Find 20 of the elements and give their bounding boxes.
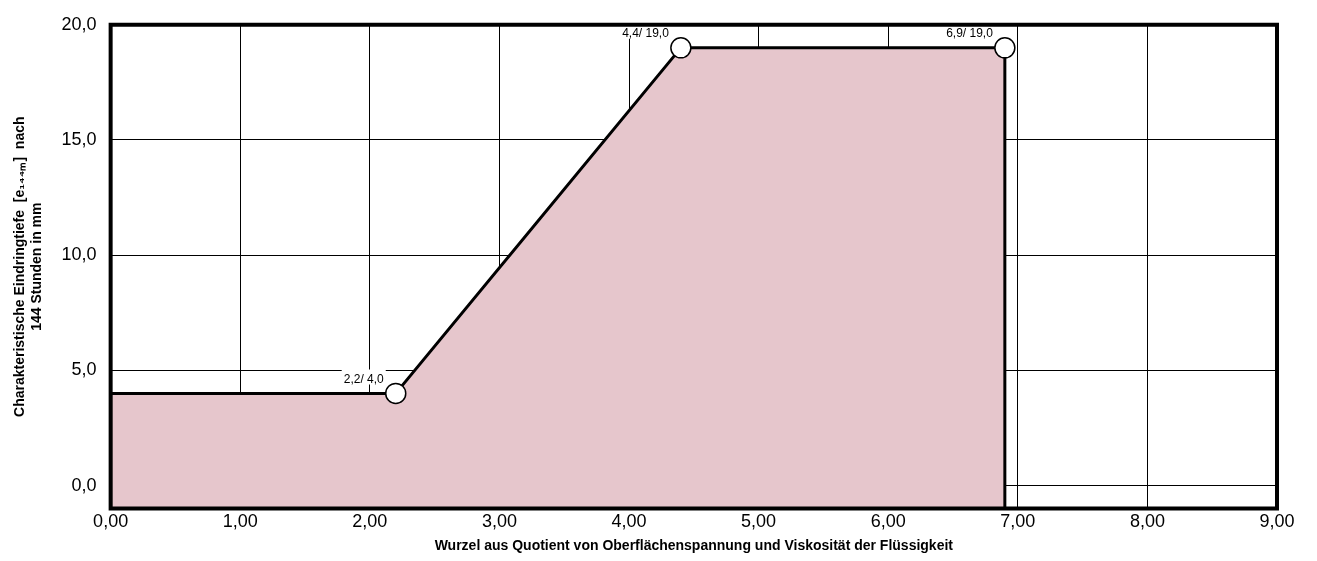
x-axis-title: Wurzel aus Quotient von Oberflächenspannung und Viskosität der Flüssigkeit xyxy=(434,537,954,554)
data-label: 4,4/ 19,0 xyxy=(622,26,670,41)
data-label: 2,2/ 4,0 xyxy=(343,371,385,386)
y-tick-label: 5,0 xyxy=(71,359,97,380)
x-tick-label: 8,00 xyxy=(1129,511,1165,532)
x-tick-label: 3,00 xyxy=(481,511,517,532)
x-tick-label: 1,00 xyxy=(222,511,258,532)
data-label: 6,9/ 19,0 xyxy=(946,26,994,41)
y-tick-label: 20,0 xyxy=(61,13,97,34)
y-tick-label: 15,0 xyxy=(61,128,97,149)
y-tick-label: 0,0 xyxy=(71,474,97,495)
x-tick-label: 7,00 xyxy=(1000,511,1036,532)
y-axis-title: Charakteristische Eindringtiefe [e₁₄₄ₘ] nach 144 Stunden in mm xyxy=(11,116,45,417)
x-tick-label: 6,00 xyxy=(870,511,906,532)
x-tick-label: 5,00 xyxy=(741,511,777,532)
x-tick-label: 2,00 xyxy=(352,511,388,532)
x-tick-label: 9,00 xyxy=(1259,511,1295,532)
y-tick-label: 10,0 xyxy=(61,244,97,265)
x-tick-label: 0,00 xyxy=(93,511,129,532)
x-tick-label: 4,00 xyxy=(611,511,647,532)
